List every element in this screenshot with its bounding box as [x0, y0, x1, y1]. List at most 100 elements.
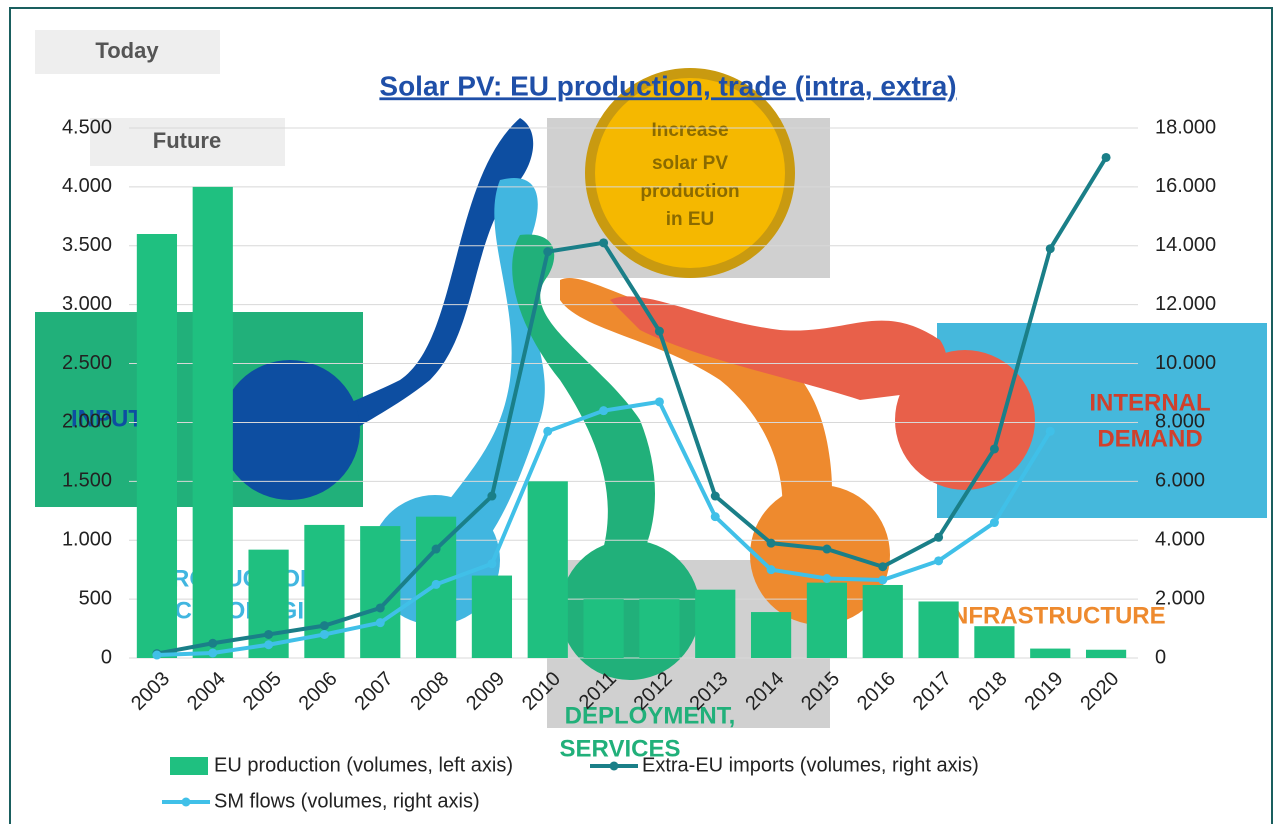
deployment-label: DEPLOYMENT,: [565, 702, 736, 729]
bar: [471, 575, 513, 658]
y-tick-label: 500: [79, 587, 112, 609]
marker: [766, 565, 776, 575]
bar: [1085, 649, 1127, 658]
marker: [319, 629, 329, 639]
y-tick-label: 1.000: [62, 529, 112, 551]
bar: [248, 549, 289, 658]
y-tick-label: 2.000: [62, 411, 112, 433]
y2-tick-label: 4.000: [1155, 529, 1205, 551]
marker: [1101, 152, 1111, 162]
marker: [599, 406, 609, 416]
y-tick-label: 2.500: [62, 352, 112, 374]
marker: [375, 603, 385, 613]
y2-tick-label: 10.000: [1155, 352, 1216, 374]
goal-text: in EU: [666, 209, 715, 230]
y2-tick-label: 12.000: [1155, 293, 1216, 315]
marker: [152, 650, 162, 660]
marker: [543, 247, 553, 257]
blob: [512, 234, 655, 560]
legend-swatch: [170, 757, 208, 775]
marker: [989, 444, 999, 454]
bar: [639, 599, 680, 658]
y-tick-label: 1.500: [62, 470, 112, 492]
marker: [1045, 426, 1055, 436]
y2-tick-label: 16.000: [1155, 175, 1216, 197]
legend-label: Extra-EU imports (volumes, right axis): [642, 754, 979, 776]
demand-label: INTERNAL: [1089, 389, 1210, 416]
legend-swatch: [609, 761, 619, 771]
y2-tick-label: 14.000: [1155, 234, 1216, 256]
legend-swatch: [181, 797, 191, 807]
infrastructure-label: INFRASTRUCTURE: [944, 602, 1165, 629]
production-label: PRODUCTION,: [156, 565, 324, 592]
legend-label: EU production (volumes, left axis): [214, 754, 513, 776]
marker: [264, 640, 274, 650]
marker: [934, 532, 944, 542]
y-tick-label: 3.500: [62, 234, 112, 256]
bar: [695, 589, 736, 658]
goal-text: solar PV: [652, 153, 728, 174]
marker: [375, 618, 385, 628]
marker: [654, 326, 664, 336]
marker: [766, 538, 776, 548]
marker: [208, 638, 218, 648]
legend-label: SM flows (volumes, right axis): [214, 790, 480, 812]
marker: [822, 544, 832, 554]
marker: [989, 518, 999, 528]
bar: [806, 582, 848, 658]
future-label: Future: [153, 128, 221, 153]
y-tick-label: 3.000: [62, 293, 112, 315]
chart-title: Solar PV: EU production, trade (intra, e…: [379, 70, 956, 101]
bar: [1030, 648, 1071, 658]
goal-text: Increase: [651, 120, 728, 141]
today-box: [35, 30, 220, 74]
bar: [918, 601, 959, 658]
marker: [1045, 244, 1055, 254]
y-tick-label: 0: [101, 646, 112, 668]
bar: [192, 186, 233, 658]
line: [156, 156, 1108, 656]
deployment-label: SERVICES: [560, 735, 681, 762]
marker: [654, 397, 664, 407]
marker: [431, 579, 441, 589]
blob: [895, 350, 1035, 490]
marker: [319, 621, 329, 631]
marker: [487, 559, 497, 569]
marker: [208, 648, 218, 658]
marker: [487, 491, 497, 501]
marker: [710, 491, 720, 501]
bar: [974, 626, 1015, 658]
marker: [878, 562, 888, 572]
marker: [599, 238, 609, 248]
y2-tick-label: 0: [1155, 646, 1166, 668]
y2-tick-label: 8.000: [1155, 411, 1205, 433]
y-tick-label: 4.500: [62, 116, 112, 138]
marker: [543, 426, 553, 436]
blob: [610, 296, 947, 400]
blob: [220, 360, 360, 500]
blob: [750, 485, 890, 625]
bar: [750, 612, 792, 658]
future-box: [90, 118, 285, 166]
bar: [583, 599, 624, 658]
y2-tick-label: 6.000: [1155, 470, 1205, 492]
bar: [527, 481, 568, 658]
y-tick-label: 4.000: [62, 175, 112, 197]
y2-tick-label: 2.000: [1155, 587, 1205, 609]
blob: [250, 118, 534, 460]
today-label: Today: [95, 38, 159, 63]
bar: [862, 584, 903, 658]
marker: [822, 574, 832, 583]
marker: [710, 512, 720, 522]
demand-label: DEMAND: [1097, 425, 1202, 452]
bar: [136, 234, 178, 658]
marker: [264, 629, 274, 639]
goal-text: production: [640, 181, 739, 202]
marker: [934, 556, 944, 566]
y2-tick-label: 18.000: [1155, 116, 1216, 138]
goal-circle: [585, 68, 795, 278]
marker: [878, 575, 888, 585]
marker: [431, 544, 441, 554]
